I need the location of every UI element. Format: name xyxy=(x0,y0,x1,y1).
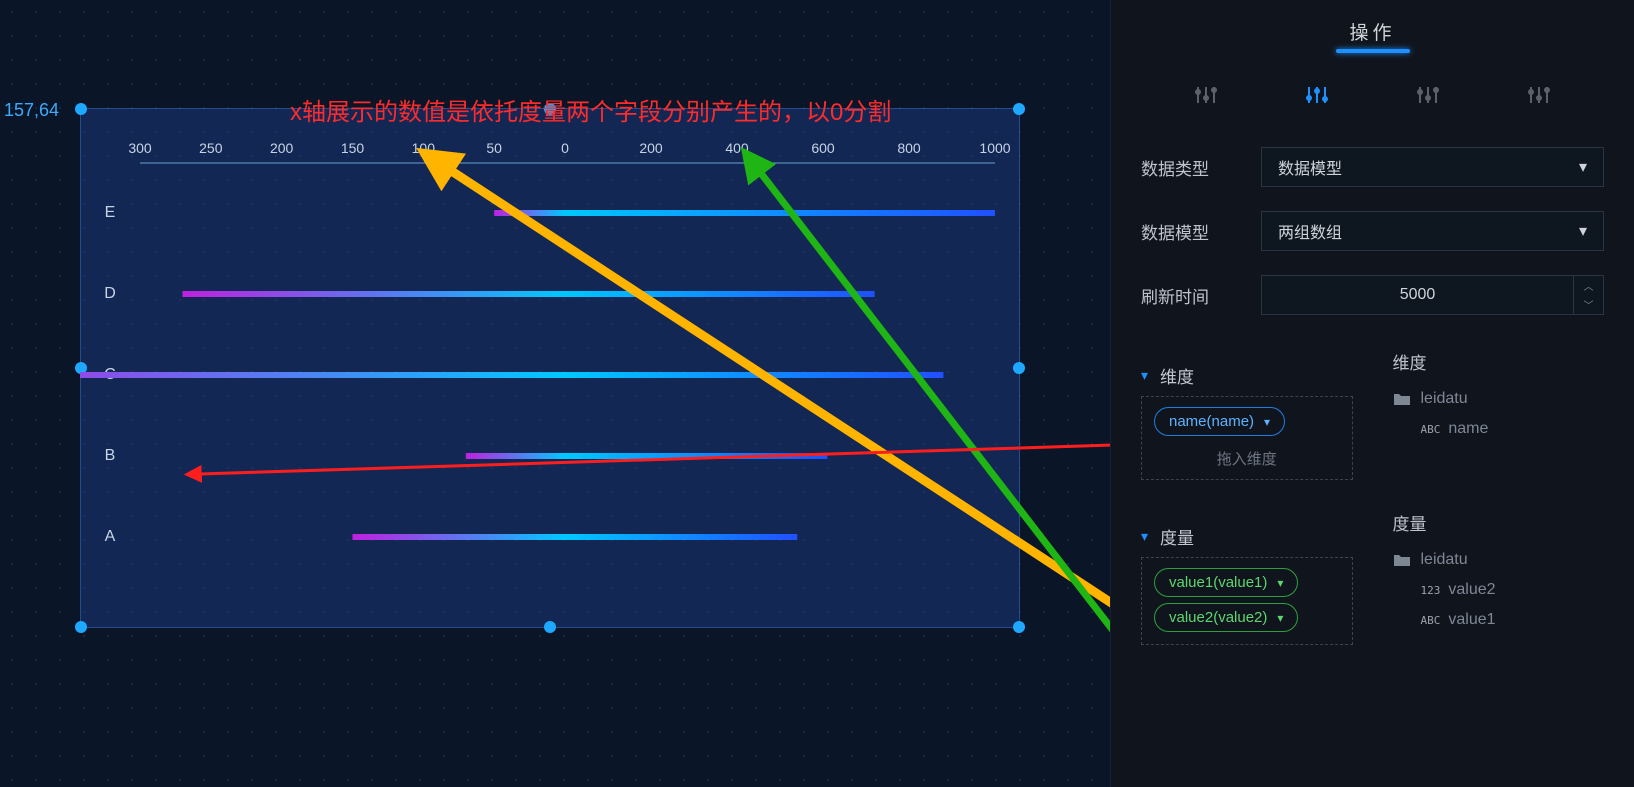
step-up-button[interactable]: ︿ xyxy=(1574,276,1603,295)
svg-text:0: 0 xyxy=(561,140,569,156)
annotation-text: x轴展示的数值是依托度量两个字段分别产生的，以0分割 xyxy=(290,92,891,127)
dimension-pill[interactable]: name(name) ▾ xyxy=(1154,407,1285,436)
type-badge: ABC xyxy=(1421,614,1441,627)
svg-text:A: A xyxy=(105,528,116,545)
chevron-down-icon: ▾ xyxy=(1579,221,1587,241)
sliders-icon[interactable] xyxy=(1527,83,1551,107)
svg-text:B: B xyxy=(105,447,116,464)
panel-tool-icons xyxy=(1111,65,1634,135)
svg-text:100: 100 xyxy=(412,140,436,156)
folder-icon xyxy=(1393,553,1421,567)
chevron-down-icon: ▾ xyxy=(1264,415,1270,429)
sliders-icon[interactable] xyxy=(1305,83,1329,107)
step-down-button[interactable]: ﹀ xyxy=(1574,295,1603,314)
chevron-down-icon: ▾ xyxy=(1579,157,1587,177)
data-type-select[interactable]: 数据模型 ▾ xyxy=(1261,147,1604,187)
field-item[interactable]: ABC name xyxy=(1393,414,1605,444)
measure-pill-2[interactable]: value2(value2) ▾ xyxy=(1154,603,1298,632)
svg-text:800: 800 xyxy=(897,140,921,156)
panel-tab-label[interactable]: 操作 xyxy=(1111,0,1634,65)
properties-panel: 操作 数据类型 数据模型 ▾ 数据模型 两组数组 ▾ 刷新时间 5000 ︿ ﹀ xyxy=(1110,0,1634,787)
svg-text:1000: 1000 xyxy=(979,140,1010,156)
svg-text:E: E xyxy=(105,204,116,221)
svg-text:400: 400 xyxy=(725,140,749,156)
data-model-label: 数据模型 xyxy=(1141,219,1261,244)
chevron-down-icon: ▾ xyxy=(1141,367,1148,384)
dimension-fields-label: 维度 xyxy=(1393,345,1605,384)
canvas-area[interactable]: 157,64 300 250 200 150 100 50 0 200 400 600 800 100… xyxy=(0,0,1110,787)
svg-text:200: 200 xyxy=(639,140,663,156)
chevron-down-icon: ▾ xyxy=(1277,611,1283,625)
type-badge: ABC xyxy=(1421,423,1441,436)
svg-text:150: 150 xyxy=(341,140,365,156)
folder-item[interactable]: leidatu xyxy=(1393,384,1605,414)
measure-dropzone[interactable]: value1(value1) ▾ value2(value2) ▾ xyxy=(1141,557,1353,645)
measure-section[interactable]: ▾ 度量 xyxy=(1141,506,1353,557)
svg-text:200: 200 xyxy=(270,140,294,156)
field-item[interactable]: ABC value1 xyxy=(1393,605,1605,635)
type-badge: 123 xyxy=(1421,584,1441,597)
measure-fields-label: 度量 xyxy=(1393,506,1605,545)
field-item[interactable]: 123 value2 xyxy=(1393,575,1605,605)
sliders-icon[interactable] xyxy=(1416,83,1440,107)
svg-text:250: 250 xyxy=(199,140,223,156)
sliders-icon[interactable] xyxy=(1194,83,1218,107)
svg-text:D: D xyxy=(104,285,116,302)
dropzone-hint: 拖入维度 xyxy=(1154,442,1340,469)
folder-item[interactable]: leidatu xyxy=(1393,545,1605,575)
svg-text:600: 600 xyxy=(811,140,835,156)
dimension-dropzone[interactable]: name(name) ▾ 拖入维度 xyxy=(1141,396,1353,480)
folder-icon xyxy=(1393,392,1421,406)
measure-pill-1[interactable]: value1(value1) ▾ xyxy=(1154,568,1298,597)
refresh-label: 刷新时间 xyxy=(1141,283,1261,308)
svg-text:50: 50 xyxy=(486,140,502,156)
chevron-down-icon: ▾ xyxy=(1141,528,1148,545)
diverging-bar-chart: 3002502001501005002004006008001000EDCBA xyxy=(80,108,1020,628)
refresh-input[interactable]: 5000 ︿ ﹀ xyxy=(1261,275,1604,315)
chevron-down-icon: ▾ xyxy=(1277,576,1283,590)
svg-text:300: 300 xyxy=(128,140,152,156)
cursor-coords: 157,64 xyxy=(4,100,59,121)
data-model-select[interactable]: 两组数组 ▾ xyxy=(1261,211,1604,251)
dimension-section[interactable]: ▾ 维度 xyxy=(1141,345,1353,396)
data-type-label: 数据类型 xyxy=(1141,155,1261,180)
